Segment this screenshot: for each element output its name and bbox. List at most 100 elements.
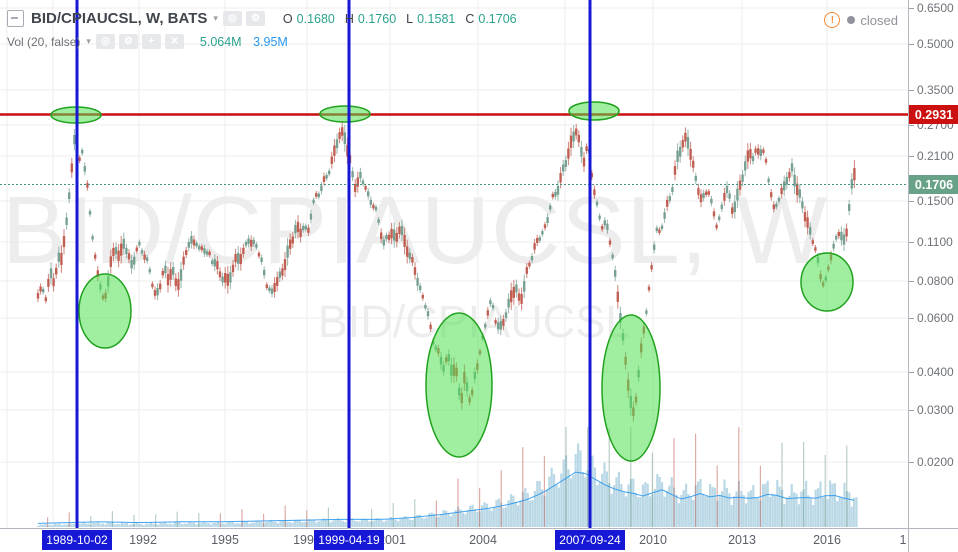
- close-value: 0.1706: [478, 11, 517, 26]
- highlight-ellipse: [319, 105, 371, 123]
- volume-bar: [231, 521, 234, 527]
- volume-bar: [701, 494, 704, 527]
- volume-bar: [850, 506, 853, 527]
- volume-bar: [721, 491, 724, 527]
- volume-bar: [308, 519, 311, 527]
- volume-bar: [454, 509, 457, 527]
- year-label: 2001: [378, 533, 406, 547]
- price-tick: 0.2100: [909, 149, 954, 163]
- volume-bar: [838, 496, 841, 527]
- volume-bar: [68, 522, 71, 527]
- resistance-price-label[interactable]: 0.2931: [909, 105, 958, 124]
- indicator-remove-button[interactable]: ✕: [164, 34, 184, 49]
- indicator-settings-button[interactable]: ⚙: [118, 34, 138, 49]
- time-axis[interactable]: 1992 1995 1998 2001 2004 2010 2013 2016 1 1989-10…: [0, 528, 958, 552]
- indicator-add-button[interactable]: +: [141, 34, 161, 49]
- warning-icon[interactable]: !: [824, 12, 841, 28]
- volume-bar: [296, 520, 299, 527]
- volume-bar: [584, 477, 587, 527]
- last-price-label[interactable]: 0.1706: [909, 175, 958, 194]
- volume-bar: [670, 477, 673, 527]
- volume-bar: [819, 481, 822, 527]
- volume-bar: [317, 521, 320, 527]
- price-tick: 0.6500: [909, 1, 954, 15]
- volume-bar: [586, 470, 589, 527]
- volume-indicator-title[interactable]: Vol (20, false): [7, 34, 81, 49]
- year-label: 1995: [211, 533, 239, 547]
- volume-bar: [449, 516, 452, 527]
- event-date-label[interactable]: 1989-10-02: [42, 530, 112, 550]
- volume-bar: [425, 517, 428, 527]
- volume-bar: [437, 516, 440, 527]
- volume-bar: [605, 471, 608, 527]
- volume-bar: [344, 522, 347, 527]
- toggle-visibility-button[interactable]: ◎: [222, 11, 242, 26]
- volume-bar: [399, 518, 402, 527]
- volume-bar: [697, 481, 700, 527]
- volume-bar: [469, 505, 472, 527]
- price-tick-label: 0.0300: [917, 403, 954, 417]
- price-tick: 0.0600: [909, 311, 954, 325]
- volume-bar: [512, 495, 515, 527]
- price-tick-label: 0.6500: [917, 1, 954, 15]
- volume-bar: [428, 513, 431, 527]
- volume-bar: [181, 524, 184, 527]
- event-date-label[interactable]: 2007-09-24: [555, 530, 625, 550]
- volume-bar: [790, 484, 793, 527]
- volume-bar: [303, 521, 306, 527]
- volume-bar: [841, 497, 844, 527]
- indicator-visibility-button[interactable]: ◎: [95, 34, 115, 49]
- event-date-label[interactable]: 1999-04-19: [314, 530, 384, 550]
- volume-bar: [140, 523, 143, 527]
- volume-bar: [233, 523, 236, 527]
- volume-bar: [279, 521, 282, 527]
- volume-bar: [478, 511, 481, 527]
- volume-bar: [615, 477, 618, 527]
- volume-bar: [416, 515, 419, 527]
- volume-bar: [418, 514, 421, 527]
- volume-bar: [829, 480, 832, 527]
- tick-mark: [909, 7, 914, 9]
- volume-bar: [322, 518, 325, 527]
- volume-bar: [637, 497, 640, 527]
- volume-bar: [245, 521, 248, 527]
- price-axis[interactable]: 0.2931 0.1706 0.6500 0.5000 0.3500 0.2700 0.…: [908, 0, 958, 528]
- volume-bar: [219, 523, 222, 527]
- chevron-down-icon[interactable]: ▾: [213, 13, 218, 23]
- year-label: 1998: [293, 533, 321, 547]
- volume-bar: [221, 523, 224, 527]
- ohlc-values: O 0.1680 H 0.1760 L 0.1581 C 0.1706: [283, 12, 517, 26]
- volume-bar: [709, 483, 712, 527]
- volume-bar: [843, 482, 846, 527]
- price-tick: 0.0200: [909, 455, 954, 469]
- volume-bar: [562, 459, 565, 527]
- volume-bar: [190, 522, 193, 527]
- volume-bar: [723, 479, 726, 527]
- volume-bar: [109, 522, 112, 527]
- volume-bar: [65, 524, 68, 527]
- volume-bar: [800, 491, 803, 527]
- volume-bar: [514, 501, 517, 527]
- volume-bar: [262, 523, 265, 527]
- volume-bar: [533, 491, 536, 527]
- volume-bar: [627, 484, 630, 527]
- volume-bar: [502, 508, 505, 527]
- symbol-title[interactable]: BID/CPIAUCSL, W, BATS: [31, 10, 208, 27]
- volume-bar: [766, 480, 769, 527]
- volume-bar: [783, 504, 786, 527]
- volume-bar: [442, 509, 445, 527]
- chevron-down-icon[interactable]: ▾: [86, 36, 91, 46]
- volume-bar: [435, 517, 438, 527]
- volume-bar: [433, 513, 436, 527]
- high-value: 0.1760: [357, 11, 397, 26]
- volume-bar: [778, 486, 781, 527]
- volume-bar: [229, 522, 232, 527]
- watermark-symbol-large: BID/CPIAUCSL, W: [2, 177, 828, 284]
- volume-bar: [574, 453, 577, 527]
- collapse-legend-icon[interactable]: [7, 10, 24, 27]
- volume-bar: [560, 473, 563, 527]
- symbol-settings-button[interactable]: ⚙: [245, 11, 265, 26]
- volume-bar: [137, 523, 140, 527]
- volume-bar: [781, 489, 784, 527]
- volume-bar: [80, 523, 83, 527]
